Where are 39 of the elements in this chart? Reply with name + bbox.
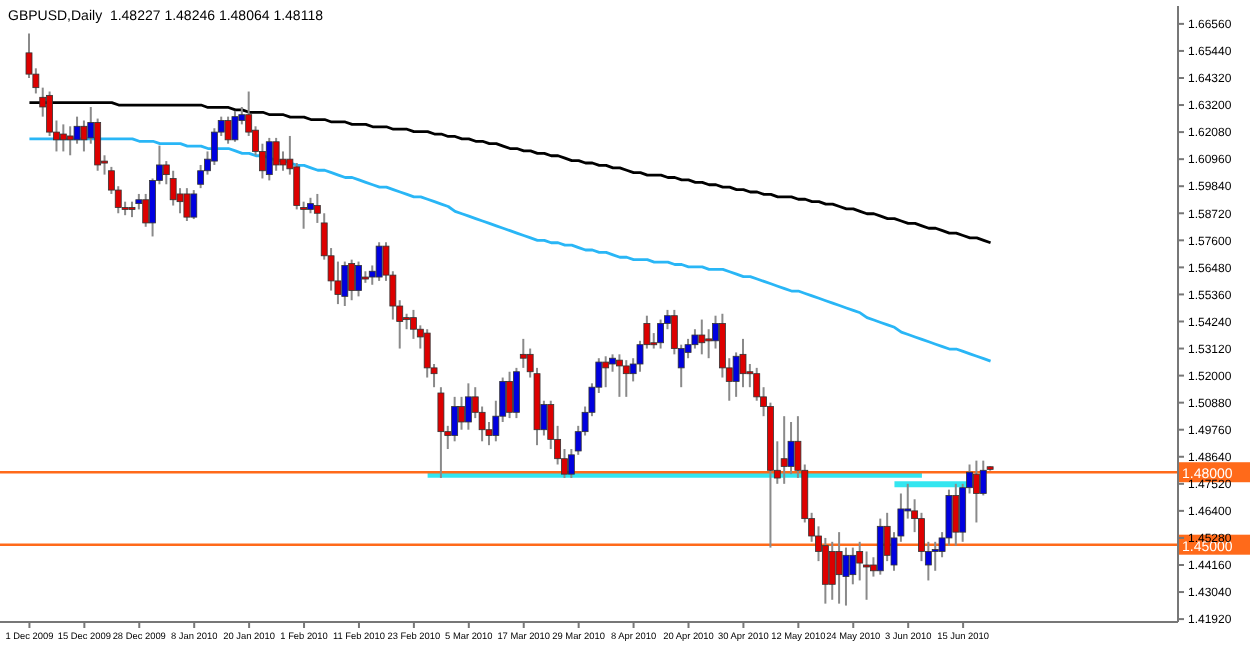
candlestick: [519, 337, 527, 369]
candlestick: [169, 169, 177, 207]
candlestick: [423, 328, 431, 379]
candlestick: [513, 366, 520, 420]
candlestick: [780, 415, 788, 485]
candlestick: [849, 546, 857, 586]
candlestick: [66, 125, 74, 157]
candlestick: [464, 382, 472, 431]
candlestick: [863, 550, 870, 601]
candlestick: [458, 395, 465, 431]
candlestick: [876, 517, 884, 576]
candlestick: [437, 386, 445, 480]
candlestick: [602, 355, 610, 389]
candlestick: [622, 359, 630, 398]
candlestick: [931, 540, 939, 572]
candlestick: [224, 115, 232, 145]
candlestick: [272, 136, 280, 172]
candlestick: [691, 328, 699, 350]
candlestick: [883, 511, 891, 563]
candlestick: [506, 370, 513, 420]
candlestick: [835, 531, 843, 605]
candlestick: [657, 318, 664, 350]
candlestick: [348, 258, 356, 302]
candlestick: [952, 482, 960, 547]
candlestick: [698, 318, 706, 356]
candlestick: [341, 260, 349, 308]
candlestick: [739, 337, 747, 389]
candlestick: [787, 420, 795, 476]
candlestick: [190, 189, 198, 221]
candlestick: [265, 136, 273, 182]
candlestick: [231, 109, 239, 143]
candlestick: [183, 187, 191, 222]
candlestick: [973, 459, 980, 524]
candlestick: [59, 123, 67, 153]
candlestick: [828, 540, 836, 601]
candlestick: [616, 353, 623, 398]
candlestick: [451, 395, 459, 443]
candlestick: [355, 260, 362, 298]
candlestick: [375, 241, 383, 282]
